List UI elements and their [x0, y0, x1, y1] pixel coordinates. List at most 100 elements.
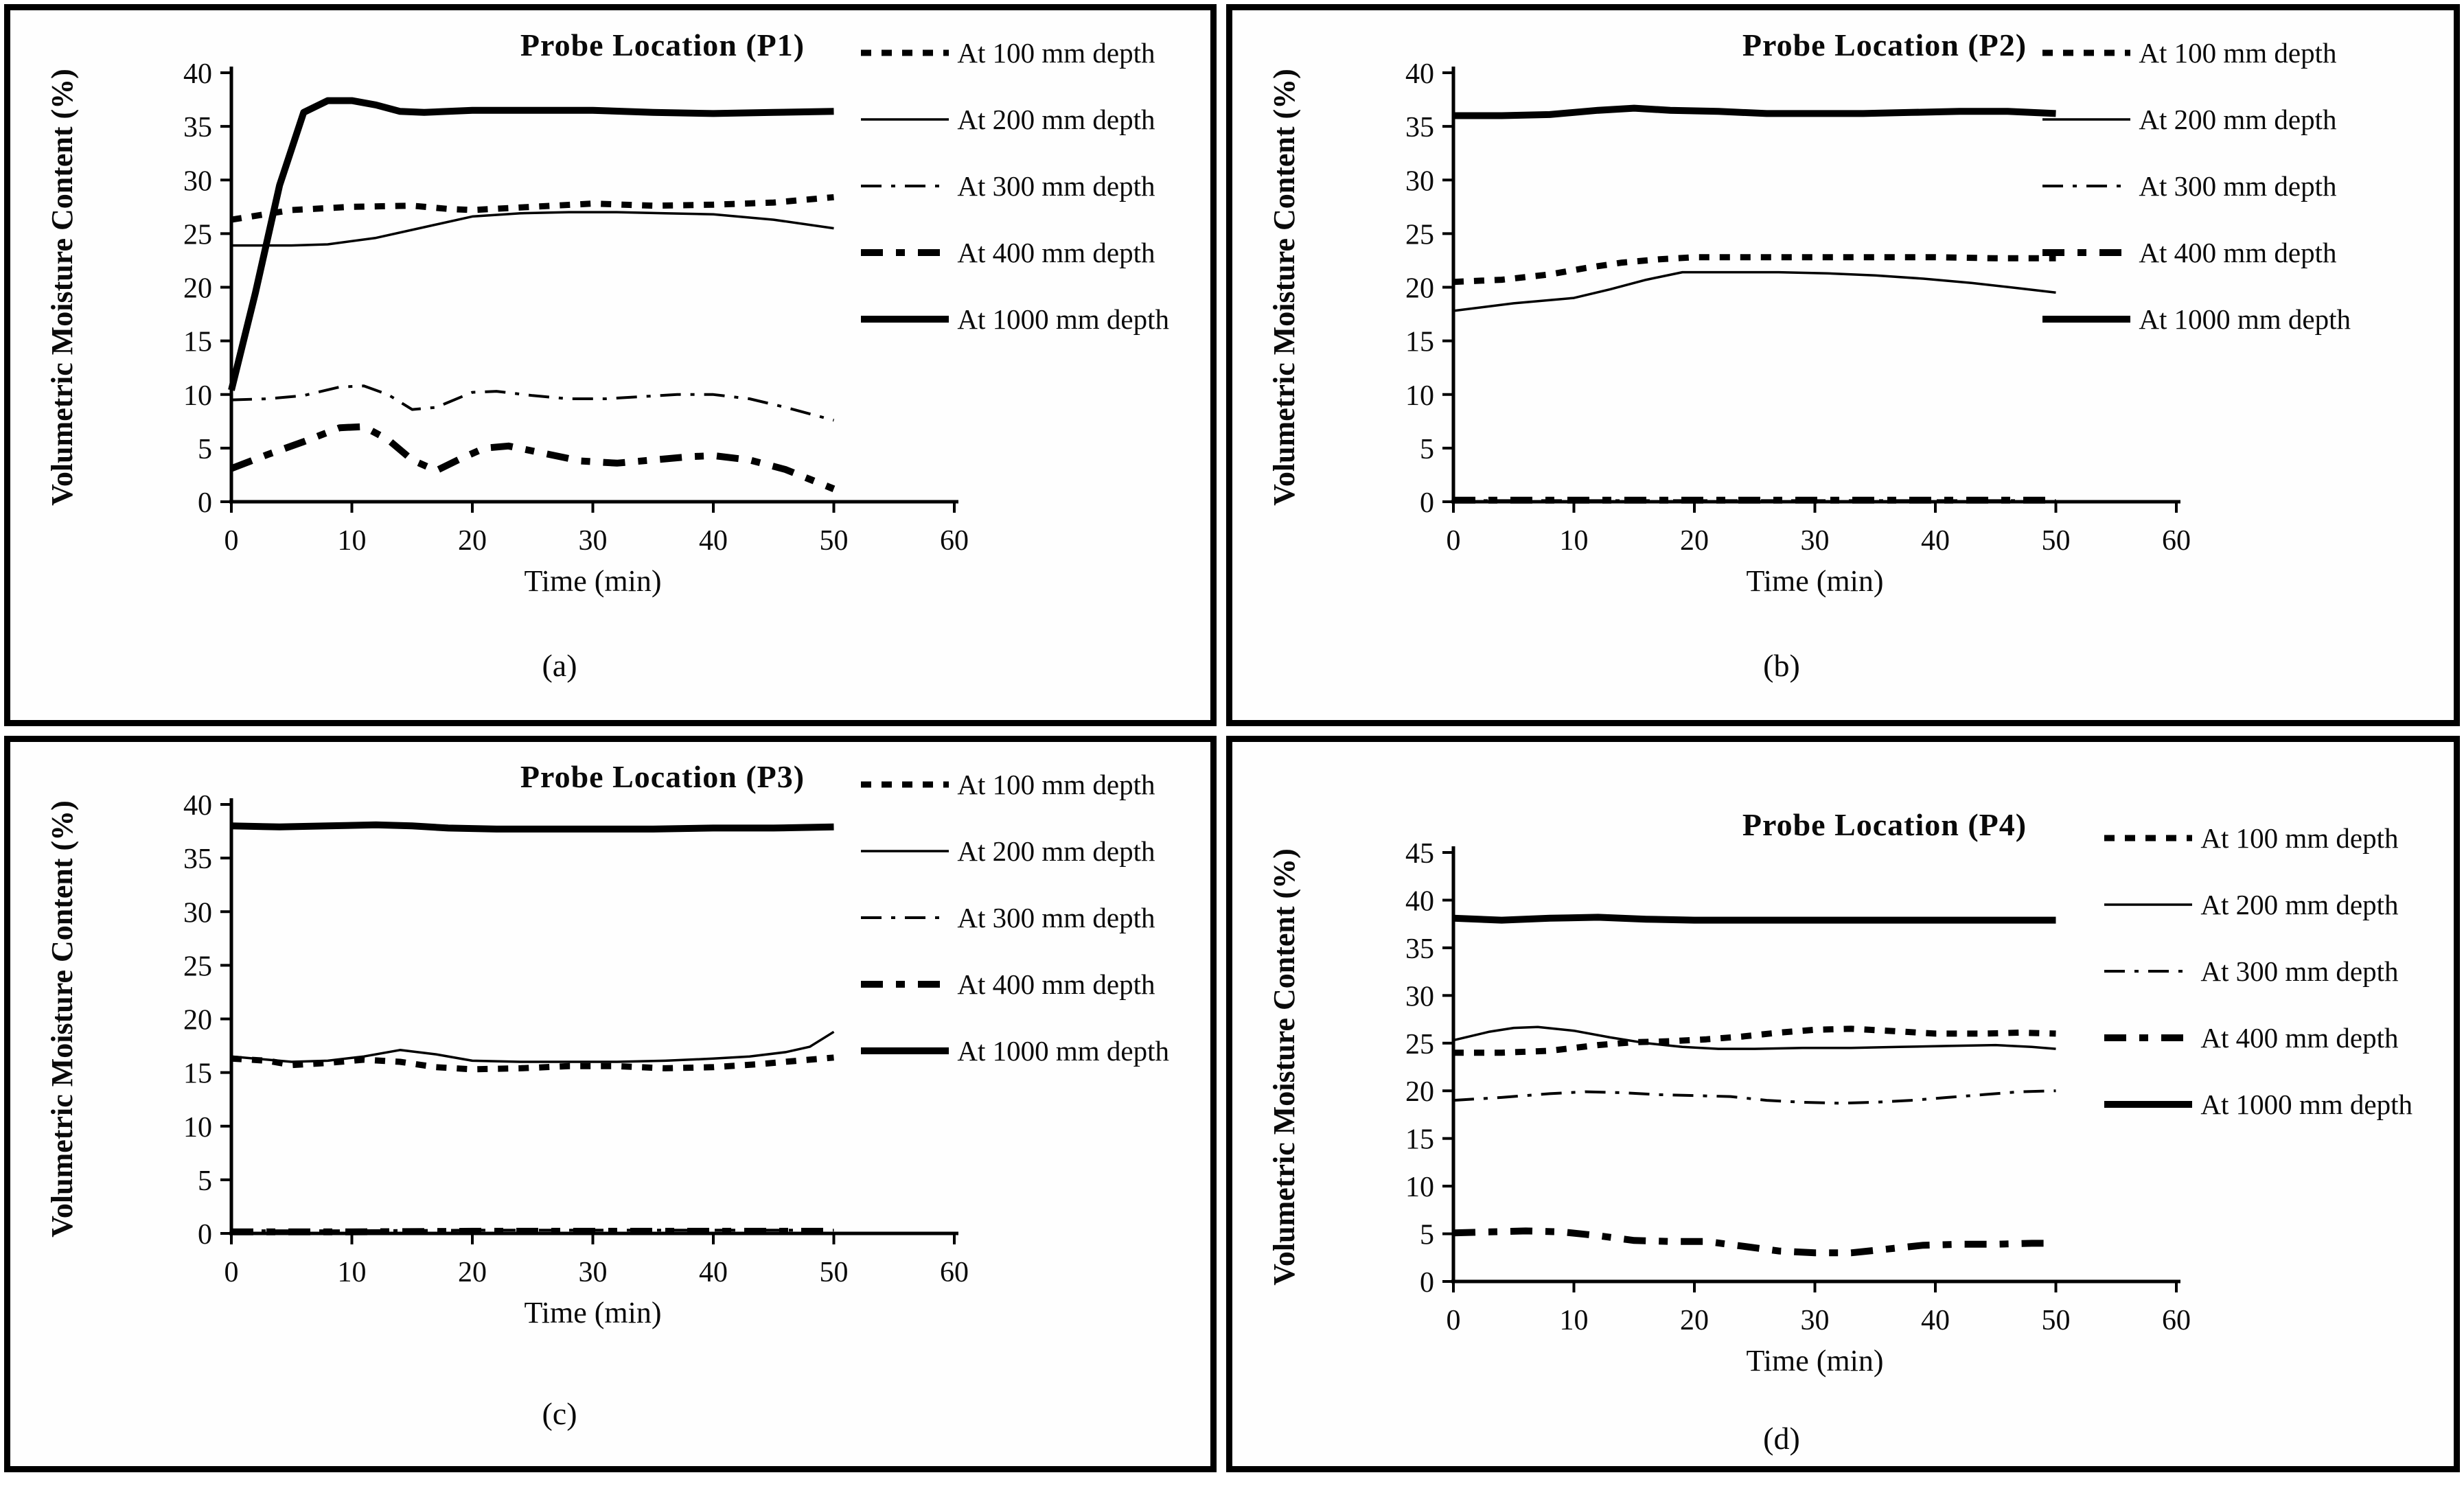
x-tick-label: 20: [458, 525, 487, 557]
y-tick-label: 0: [198, 487, 212, 519]
series-line-at-400-mm-depth: [1453, 1227, 2056, 1257]
legend-item: At 200 mm depth: [860, 835, 1169, 867]
series-line-at-400-mm-depth: [230, 423, 836, 492]
panel-caption: (b): [1763, 648, 1800, 683]
x-tick-label: 50: [820, 525, 849, 557]
legend-item: At 100 mm depth: [2041, 37, 2351, 69]
chart-title: Probe Location (P3): [520, 759, 805, 794]
y-tick-label: 15: [183, 327, 212, 358]
legend-item: At 100 mm depth: [2103, 822, 2413, 854]
legend-item: At 200 mm depth: [2041, 104, 2351, 135]
series-line-at-1000-mm-depth: [228, 97, 834, 391]
y-axis-title: Volumetric Moisture Content (%): [45, 69, 79, 506]
y-tick-label: 35: [1405, 112, 1434, 143]
chart-panel: Probe Location (P4) At 100 mm depth At 20…: [1226, 736, 2460, 1472]
y-tick-label: 10: [1405, 380, 1434, 412]
y-tick-label: 5: [198, 1165, 212, 1197]
x-tick-label: 30: [579, 525, 608, 557]
y-tick-label: 25: [1405, 219, 1434, 251]
legend-item: At 100 mm depth: [860, 37, 1169, 69]
legend: At 100 mm depth At 200 mm depth At 300 mm …: [2103, 822, 2413, 1120]
panel-caption: (a): [542, 648, 577, 683]
legend-line-sample: [861, 1047, 949, 1054]
legend-item: At 200 mm depth: [860, 104, 1169, 135]
x-tick-label: 60: [2162, 1305, 2191, 1336]
legend-item: At 400 mm depth: [860, 968, 1169, 1000]
y-tick-label: 35: [1405, 933, 1434, 965]
legend-item: At 400 mm depth: [2103, 1022, 2413, 1054]
legend-line-sample: [861, 916, 949, 919]
y-tick-label: 5: [1420, 1220, 1434, 1251]
legend-line-sample: [2042, 185, 2131, 187]
y-tick-label: 30: [1405, 981, 1434, 1012]
y-tick-label: 30: [183, 897, 212, 929]
legend-label: At 200 mm depth: [2139, 104, 2337, 135]
legend-line-sample: [2042, 316, 2131, 323]
legend-label: At 400 mm depth: [957, 968, 1155, 1000]
y-axis-title: Volumetric Moisture Content (%): [1267, 848, 1301, 1286]
y-tick-label: 25: [183, 219, 212, 251]
legend-item: At 1000 mm depth: [2103, 1089, 2413, 1120]
legend-label: At 100 mm depth: [957, 37, 1155, 69]
series-line-at-100-mm-depth: [1453, 254, 2056, 286]
x-tick-label: 60: [940, 525, 969, 557]
x-tick-label: 0: [1447, 1305, 1461, 1336]
x-tick-label: 10: [1560, 1305, 1589, 1336]
legend-item: At 100 mm depth: [860, 769, 1169, 800]
series-line-at-200-mm-depth: [231, 1030, 835, 1063]
y-tick-label: 30: [183, 165, 212, 197]
y-tick-label: 0: [198, 1219, 212, 1251]
legend-label: At 100 mm depth: [2139, 37, 2337, 69]
y-axis-title: Volumetric Moisture Content (%): [45, 800, 79, 1238]
legend-line-sample: [2104, 835, 2193, 841]
legend-item: At 1000 mm depth: [2041, 303, 2351, 335]
legend-label: At 1000 mm depth: [957, 1035, 1169, 1067]
legend-line-sample: [861, 249, 949, 256]
legend-line-sample: [861, 316, 949, 323]
y-axis-title: Volumetric Moisture Content (%): [1267, 69, 1301, 506]
plot-svg: Volumetric Moisture Content (%) 0 5 10 15 20 2…: [45, 58, 969, 598]
panel-caption: (c): [542, 1396, 577, 1431]
legend-label: At 300 mm depth: [2139, 170, 2337, 202]
x-tick-label: 40: [1921, 1305, 1950, 1336]
x-axis-title: Time (min): [524, 1296, 661, 1330]
chart-panel: Probe Location (P1) At 100 mm depth At 20…: [4, 4, 1217, 726]
legend-label: At 200 mm depth: [2200, 889, 2399, 920]
y-tick-label: 40: [1405, 58, 1434, 90]
legend-label: At 200 mm depth: [957, 104, 1155, 135]
y-tick-label: 0: [1420, 1267, 1434, 1299]
series-line-at-200-mm-depth: [1453, 270, 2056, 312]
legend-item: At 400 mm depth: [2041, 237, 2351, 268]
legend-label: At 1000 mm depth: [957, 303, 1169, 335]
y-tick-label: 35: [183, 112, 212, 143]
x-tick-label: 40: [699, 525, 728, 557]
legend-item: At 300 mm depth: [2103, 955, 2413, 987]
legend-line-sample: [2104, 903, 2193, 906]
y-tick-label: 40: [183, 58, 212, 90]
legend-label: At 1000 mm depth: [2139, 303, 2351, 335]
legend-line-sample: [861, 118, 949, 121]
y-tick-label: 45: [1405, 838, 1434, 870]
x-tick-label: 0: [224, 1257, 239, 1288]
series-line-at-1000-mm-depth: [1453, 914, 2056, 924]
x-tick-label: 30: [1801, 525, 1830, 557]
legend-label: At 200 mm depth: [957, 835, 1155, 867]
x-tick-label: 60: [2162, 525, 2191, 557]
legend-item: At 300 mm depth: [860, 902, 1169, 933]
x-tick-label: 30: [579, 1257, 608, 1288]
y-tick-label: 30: [1405, 165, 1434, 197]
plot-svg: Volumetric Moisture Content (%) 0 5 10 15 20 2…: [1267, 58, 2191, 598]
x-tick-label: 30: [1801, 1305, 1830, 1336]
y-tick-label: 0: [1420, 487, 1434, 519]
series-line-at-200-mm-depth: [231, 211, 834, 247]
y-tick-label: 25: [1405, 1029, 1434, 1060]
y-tick-label: 40: [1405, 885, 1434, 917]
y-tick-label: 15: [183, 1058, 212, 1090]
x-tick-label: 20: [1680, 525, 1709, 557]
figure-grid: Probe Location (P1) At 100 mm depth At 20…: [4, 4, 2460, 1482]
x-tick-label: 10: [1560, 525, 1589, 557]
y-tick-label: 20: [183, 1005, 212, 1036]
legend-label: At 400 mm depth: [2200, 1022, 2399, 1054]
legend-line-sample: [861, 981, 949, 988]
legend-label: At 400 mm depth: [957, 237, 1155, 268]
